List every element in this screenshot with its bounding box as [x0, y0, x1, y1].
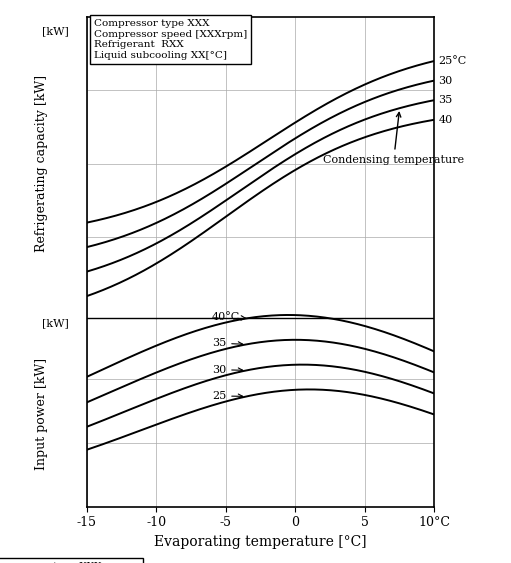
Text: Compressor type XXX
Compressor speed [XXXrpm]
Refrigerant  RXX
Liquid subcooling: Compressor type XXX Compressor speed [XX… — [0, 562, 139, 563]
Text: 40°C: 40°C — [212, 312, 246, 321]
Text: Refrigerating capacity [kW]: Refrigerating capacity [kW] — [35, 75, 48, 252]
Text: 30: 30 — [438, 75, 453, 86]
Text: Condensing temperature: Condensing temperature — [323, 113, 464, 164]
Text: 25°C: 25°C — [438, 56, 467, 66]
Text: 40: 40 — [438, 115, 453, 125]
Text: [kW]: [kW] — [42, 26, 69, 37]
Text: 35: 35 — [438, 95, 453, 105]
Text: 35: 35 — [212, 338, 243, 348]
Text: Compressor type XXX
Compressor speed [XXXrpm]
Refrigerant  RXX
Liquid subcooling: Compressor type XXX Compressor speed [XX… — [94, 19, 247, 60]
Text: 30: 30 — [212, 365, 243, 375]
Text: 25: 25 — [212, 391, 243, 401]
Text: [kW]: [kW] — [42, 318, 69, 328]
Text: Input power [kW]: Input power [kW] — [35, 358, 48, 470]
X-axis label: Evaporating temperature [°C]: Evaporating temperature [°C] — [154, 535, 367, 549]
